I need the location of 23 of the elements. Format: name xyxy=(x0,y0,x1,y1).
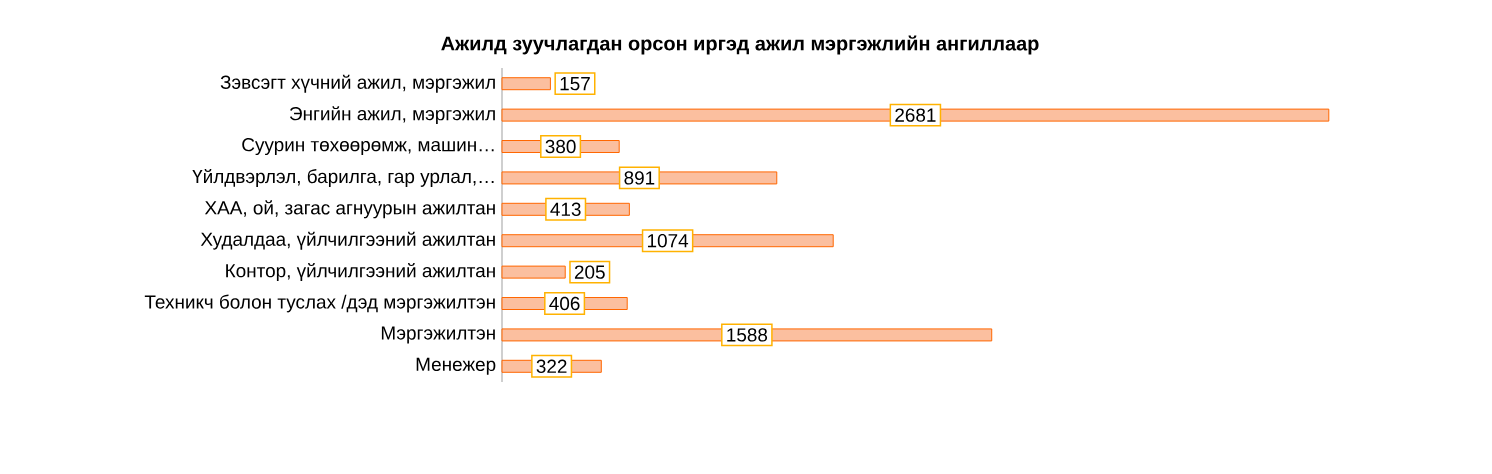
data-label: 2681 xyxy=(895,108,936,122)
data-label: 322 xyxy=(536,359,567,374)
bar xyxy=(501,77,551,91)
y-tick-label: Худалдаа, үйлчилгээний ажилтан xyxy=(200,231,495,250)
data-label: 1074 xyxy=(647,234,689,248)
y-tick-label: Зэвсэгт хүчний ажил, мэргэжил xyxy=(220,74,495,93)
chart-title: Ажилд зуучлагдан орсон иргэд ажил мэргэжлийн ангиллаар xyxy=(441,35,1039,55)
data-label: 1588 xyxy=(727,328,768,342)
data-label: 157 xyxy=(560,77,590,91)
y-tick-label: Менежер xyxy=(416,357,496,375)
data-label: 380 xyxy=(545,139,576,154)
data-label: 413 xyxy=(550,202,581,217)
y-tick-label: Техникч болон туслах /дэд мэргэжилтэн xyxy=(144,294,495,313)
y-tick-label: Контор, үйлчилгээний ажилтан xyxy=(226,263,495,282)
y-tick-label: Энгийн ажил, мэргэжил xyxy=(289,106,495,125)
data-label: 891 xyxy=(624,171,655,185)
y-tick-label: ХАА, ой, загас агнуурын ажилтан xyxy=(204,200,495,219)
y-tick-label: Үйлдвэрлэл, барилга, гар урлал,… xyxy=(192,168,494,187)
data-label: 406 xyxy=(549,296,580,311)
data-label: 205 xyxy=(574,265,605,279)
y-tick-label: Мэргэжилтэн xyxy=(381,326,495,344)
bar xyxy=(501,265,566,279)
y-tick-label: Суурин төхөөрөмж, машин… xyxy=(242,137,494,156)
